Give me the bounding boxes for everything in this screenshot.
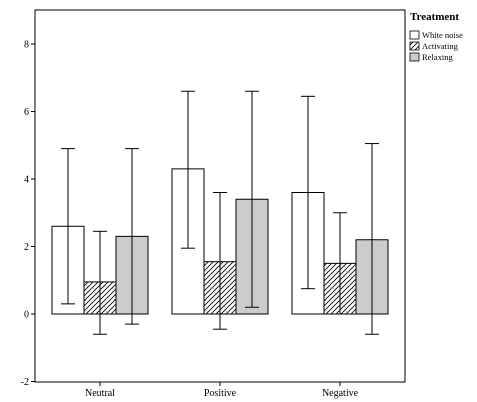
x-axis: Neutral Positive Negative	[85, 382, 359, 399]
legend-item-label: Relaxing	[422, 52, 453, 62]
x-category-label: Negative	[322, 388, 359, 399]
x-category-label: Neutral	[85, 388, 115, 399]
legend-item-label: White noise	[422, 30, 463, 40]
error-bars	[61, 90, 379, 335]
legend-title: Treatment	[410, 11, 459, 23]
legend-swatch	[409, 52, 420, 62]
y-tick-label: 0	[24, 310, 29, 321]
y-tick-label: 4	[24, 175, 29, 186]
y-tick-label: 6	[24, 107, 29, 118]
y-tick-label: 2	[24, 242, 29, 253]
y-tick-label: 8	[24, 40, 29, 51]
y-axis: -2 0 2 4 6 8	[21, 40, 35, 388]
legend-swatch	[409, 30, 420, 40]
legend-item-label: Activating	[422, 41, 459, 51]
y-tick-label: -2	[21, 377, 29, 388]
x-category-label: Positive	[204, 388, 237, 399]
legend-swatch	[409, 41, 420, 51]
